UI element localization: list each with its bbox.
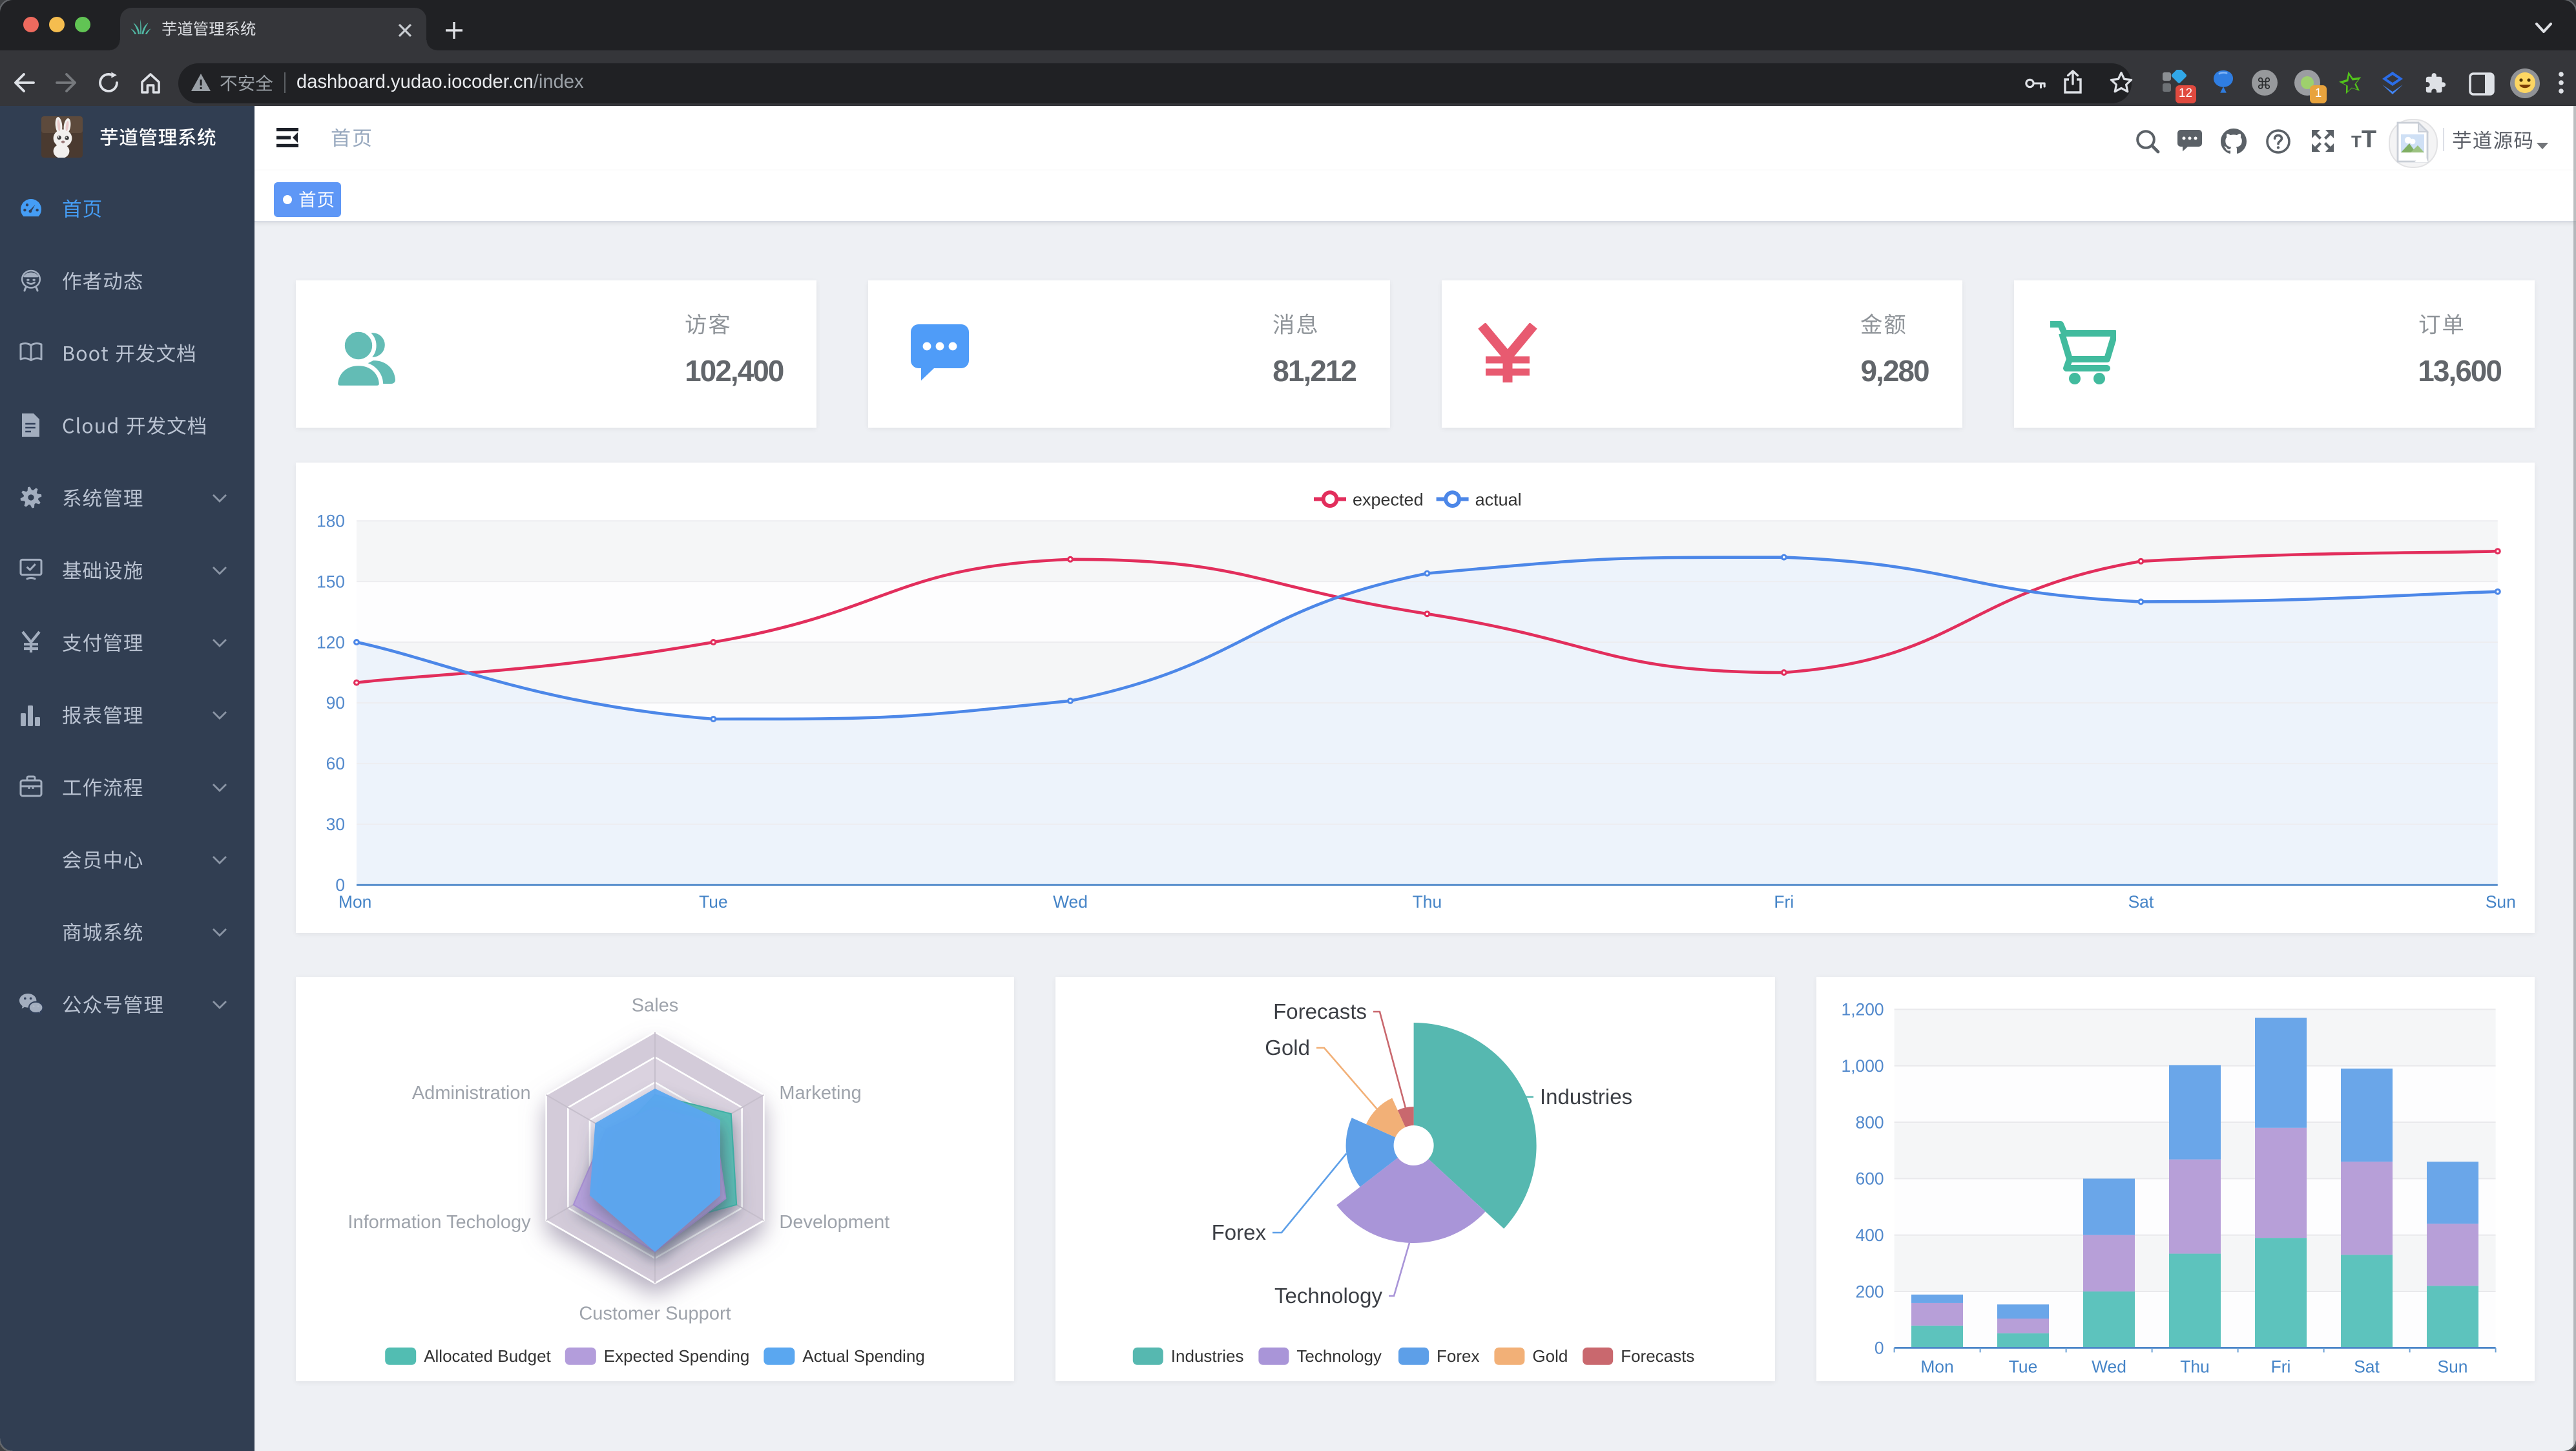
svg-text:Forex: Forex: [1212, 1220, 1267, 1244]
svg-text:Administration: Administration: [412, 1082, 531, 1103]
svg-text:90: 90: [326, 693, 345, 712]
svg-text:Technology: Technology: [1297, 1346, 1382, 1366]
svg-text:Thu: Thu: [1413, 892, 1442, 911]
svg-text:Actual Spending: Actual Spending: [802, 1346, 924, 1366]
svg-text:Forecasts: Forecasts: [1274, 999, 1367, 1023]
svg-text:Thu: Thu: [2180, 1357, 2209, 1376]
svg-text:800: 800: [1855, 1112, 1884, 1132]
svg-text:Information Techology: Information Techology: [348, 1212, 531, 1233]
svg-text:200: 200: [1855, 1282, 1884, 1301]
svg-text:Sat: Sat: [2354, 1357, 2380, 1376]
svg-text:180: 180: [317, 511, 345, 530]
svg-text:Tue: Tue: [2008, 1357, 2037, 1376]
svg-text:Forecasts: Forecasts: [1621, 1346, 1695, 1366]
svg-text:Fri: Fri: [1774, 892, 1794, 911]
svg-text:Forex: Forex: [1437, 1346, 1480, 1366]
svg-text:Sales: Sales: [632, 995, 679, 1016]
svg-text:Sun: Sun: [2486, 892, 2516, 911]
svg-text:1,000: 1,000: [1841, 1056, 1884, 1076]
svg-text:actual: actual: [1475, 490, 1522, 509]
svg-text:Industries: Industries: [1171, 1346, 1244, 1366]
svg-text:Development: Development: [779, 1212, 889, 1233]
svg-text:Wed: Wed: [1053, 892, 1088, 911]
svg-text:Marketing: Marketing: [779, 1082, 861, 1103]
svg-text:Mon: Mon: [338, 892, 371, 911]
svg-text:Wed: Wed: [2091, 1357, 2126, 1376]
svg-text:Tue: Tue: [699, 892, 728, 911]
svg-text:Sun: Sun: [2437, 1357, 2467, 1376]
svg-text:Allocated Budget: Allocated Budget: [424, 1346, 551, 1366]
svg-text:Gold: Gold: [1533, 1346, 1568, 1366]
svg-text:Expected Spending: Expected Spending: [604, 1346, 750, 1366]
svg-text:0: 0: [335, 875, 345, 894]
svg-text:30: 30: [326, 814, 345, 833]
svg-text:60: 60: [326, 753, 345, 773]
svg-text:expected: expected: [1353, 490, 1424, 509]
svg-text:Customer Support: Customer Support: [579, 1303, 731, 1324]
svg-text:Fri: Fri: [2270, 1357, 2290, 1376]
svg-text:1,200: 1,200: [1841, 999, 1884, 1019]
svg-text:Gold: Gold: [1265, 1036, 1311, 1060]
svg-text:Technology: Technology: [1275, 1284, 1383, 1308]
svg-text:Sat: Sat: [2128, 892, 2154, 911]
svg-text:120: 120: [317, 632, 345, 651]
svg-text:150: 150: [317, 572, 345, 591]
svg-text:600: 600: [1855, 1169, 1884, 1188]
svg-text:Mon: Mon: [1920, 1357, 1953, 1376]
svg-text:400: 400: [1855, 1226, 1884, 1245]
svg-text:0: 0: [1874, 1338, 1884, 1357]
svg-text:Industries: Industries: [1541, 1085, 1633, 1109]
